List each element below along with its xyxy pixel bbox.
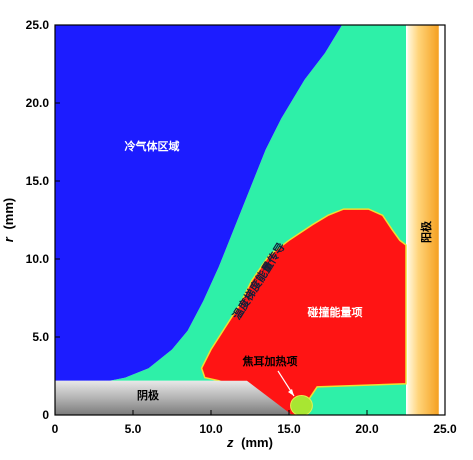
y-tick-label: 10.0 — [26, 252, 50, 266]
label-joule-heating: 焦耳加热项 — [242, 354, 298, 368]
x-tick-label: 20.0 — [355, 422, 379, 436]
plot-area — [55, 25, 445, 415]
x-axis-variable: z — [226, 435, 234, 450]
y-axis-ticks: 0 5.0 10.0 15.0 20.0 25.0 — [26, 18, 60, 422]
y-tick-label: 0 — [42, 408, 49, 422]
x-tick-label: 25.0 — [433, 422, 457, 436]
label-cathode: 阴极 — [137, 388, 160, 402]
x-tick-label: 0 — [52, 422, 59, 436]
y-tick-label: 5.0 — [32, 330, 49, 344]
y-tick-label: 25.0 — [26, 18, 50, 32]
label-collision-region: 碰撞能量项 — [308, 305, 363, 319]
label-anode: 阳极 — [419, 220, 433, 243]
plot-frame — [54, 24, 446, 416]
y-axis-unit: (mm) — [1, 198, 16, 230]
x-axis-unit: (mm) — [241, 435, 273, 450]
x-tick-label: 10.0 — [199, 422, 223, 436]
x-tick-label: 15.0 — [277, 422, 301, 436]
region-anode — [407, 25, 439, 415]
x-axis-ticks: 0 5.0 10.0 15.0 20.0 25.0 — [52, 410, 457, 436]
y-axis-title: r (mm) — [1, 198, 16, 242]
x-axis-title: z (mm) — [226, 435, 273, 450]
x-tick-label: 5.0 — [125, 422, 142, 436]
y-axis-variable: r — [1, 236, 16, 242]
region-joule-heating — [290, 395, 313, 415]
y-tick-label: 20.0 — [26, 96, 50, 110]
label-cold-gas-region: 冷气体区域 — [125, 139, 180, 153]
region-cold-gas — [55, 25, 342, 381]
y-tick-label: 15.0 — [26, 174, 50, 188]
joule-arrow-head — [288, 389, 294, 396]
region-cathode — [55, 380, 293, 415]
